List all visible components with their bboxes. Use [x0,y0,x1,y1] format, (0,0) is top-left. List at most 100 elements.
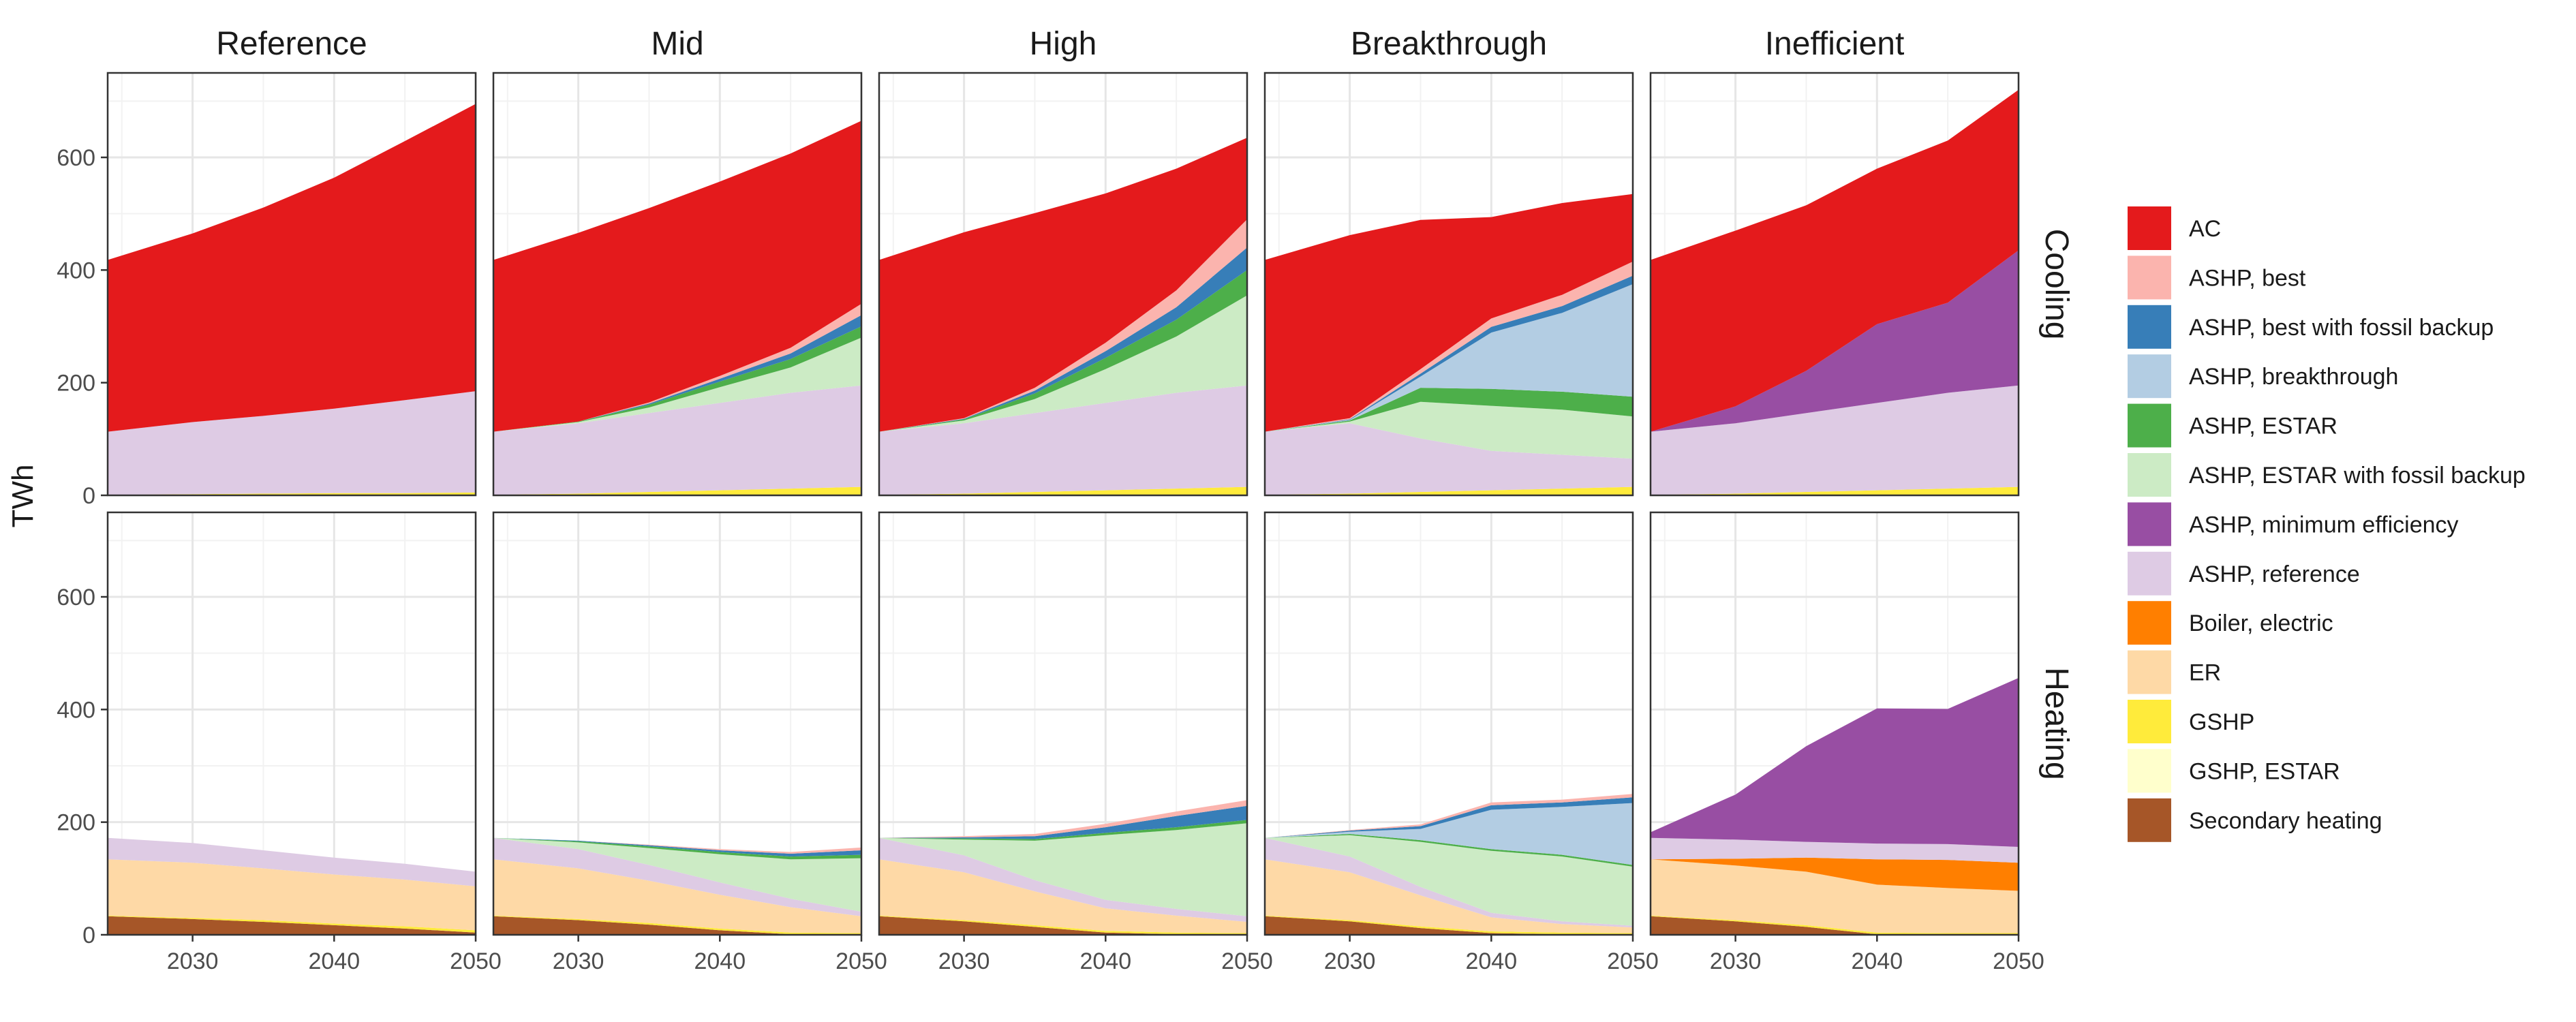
y-tick-label: 600 [57,585,95,610]
area-ashp-best [1265,261,1633,432]
legend-label: AC [2189,216,2221,242]
legend-label: Boiler, electric [2189,610,2333,636]
area-ac [1651,89,2019,432]
legend-item-ac: AC [2128,206,2221,250]
area-ashp-estar [493,837,861,860]
chart-panels [106,72,2020,936]
legend-key [2128,206,2171,250]
legend-key [2128,551,2171,595]
panel-breakthrough-heating [1263,511,1634,936]
x-tick-label: 2040 [1079,948,1131,974]
panel-border [1263,72,1634,497]
x-tick-label: 2030 [1710,948,1762,974]
area-ashp-estar-with-fossil-backup [493,837,861,912]
legend-label: ASHP, minimum efficiency [2189,512,2459,538]
area-ashp-best-with-fossil-backup [1265,797,1633,838]
area-ashp-reference [493,385,861,495]
panel-border [878,511,1248,936]
area-boiler-electric [1651,857,2019,891]
area-gshp [879,915,1247,935]
strip-label-cooling: Cooling [2038,229,2074,340]
legend-label: ASHP, breakthrough [2189,364,2398,390]
area-ashp-best [1265,794,1633,838]
area-ac [879,138,1247,432]
legend-label: GSHP, ESTAR [2189,758,2340,784]
panel-border [1649,511,2020,936]
legend-item-boiler-electric: Boiler, electric [2128,601,2333,645]
area-gshp [879,486,1247,495]
panel-inefficient-cooling [1649,72,2020,497]
strip-label-heating: Heating [2038,667,2074,779]
legend-item-gshp-estar: GSHP, ESTAR [2128,749,2340,793]
strip-label-reference: Reference [216,26,367,62]
area-ashp-reference [108,391,476,495]
legend-item-ashp-best: ASHP, best [2128,256,2306,300]
area-gshp [1651,486,2019,495]
area-ashp-estar [1265,388,1633,432]
area-er [1651,859,2019,933]
y-tick-label: 600 [57,145,95,171]
x-tick-label: 2040 [1851,948,1903,974]
legend: AC ASHP, best ASHP, best with fossil backu… [2128,206,2526,842]
legend-item-secondary-heating: Secondary heating [2128,798,2382,842]
legend-item-gshp: GSHP [2128,700,2254,743]
area-ashp-best-with-fossil-backup [493,837,861,857]
panel-border [1263,511,1634,936]
legend-label: ASHP, best [2189,265,2306,291]
legend-label: GSHP [2189,709,2254,735]
area-ashp-estar-with-fossil-backup [879,823,1247,916]
y-tick-label: 400 [57,697,95,723]
panel-high-cooling [878,72,1248,497]
legend-label: ASHP, reference [2189,561,2360,587]
panel-reference-heating [106,511,477,936]
legend-key [2128,453,2171,497]
panel-mid-cooling [492,72,863,497]
legend-key [2128,798,2171,842]
legend-item-ashp-reference: ASHP, reference [2128,551,2360,595]
panel-reference-cooling [106,72,477,497]
area-secondary-heating [879,916,1247,935]
x-tick-label: 2030 [553,948,604,974]
area-gshp [1265,486,1633,495]
area-secondary-heating [108,916,476,935]
legend-item-ashp-estar-with-fossil-backup: ASHP, ESTAR with fossil backup [2128,453,2526,497]
legend-key [2128,749,2171,793]
x-tick-label: 2030 [1324,948,1376,974]
chart-axes: 0 200 400 600 0 200 400 600 2030 2040 2050 2030 2040… [57,145,2044,974]
area-secondary-heating [1265,916,1633,935]
area-er [879,859,1247,933]
y-tick-label: 200 [57,371,95,397]
panel-border [492,72,863,497]
legend-label: ER [2189,660,2221,686]
legend-key [2128,305,2171,349]
legend-item-ashp-minimum-efficiency: ASHP, minimum efficiency [2128,502,2459,546]
area-ashp-reference [1651,837,2019,863]
panel-high-heating [878,511,1248,936]
strip-label-high: High [1030,26,1097,62]
x-tick-label: 2030 [938,948,990,974]
strip-label-inefficient: Inefficient [1765,26,1905,62]
panel-breakthrough-cooling [1263,72,1634,497]
x-tick-label: 2040 [308,948,360,974]
area-ashp-estar-with-fossil-backup [493,337,861,432]
area-ashp-reference [879,837,1247,922]
area-secondary-heating [1651,916,2019,935]
area-er [493,859,861,933]
panel-mid-heating [492,511,863,936]
strip-label-breakthrough: Breakthrough [1351,26,1547,62]
area-ashp-best-with-fossil-backup [1265,275,1633,432]
legend-label: ASHP, ESTAR with fossil backup [2189,463,2526,489]
area-secondary-heating [493,916,861,935]
y-tick-label: 200 [57,810,95,836]
area-gshp [493,915,861,935]
area-ashp-estar-with-fossil-backup [1265,835,1633,926]
panel-border [492,511,863,936]
area-ashp-minimum-efficiency [1651,678,2019,847]
x-tick-label: 2040 [1465,948,1517,974]
legend-label: ASHP, best with fossil backup [2189,315,2494,341]
area-ac [493,121,861,432]
area-ac [108,104,476,432]
area-ashp-reference [108,837,476,886]
x-tick-label: 2050 [1607,948,1659,974]
